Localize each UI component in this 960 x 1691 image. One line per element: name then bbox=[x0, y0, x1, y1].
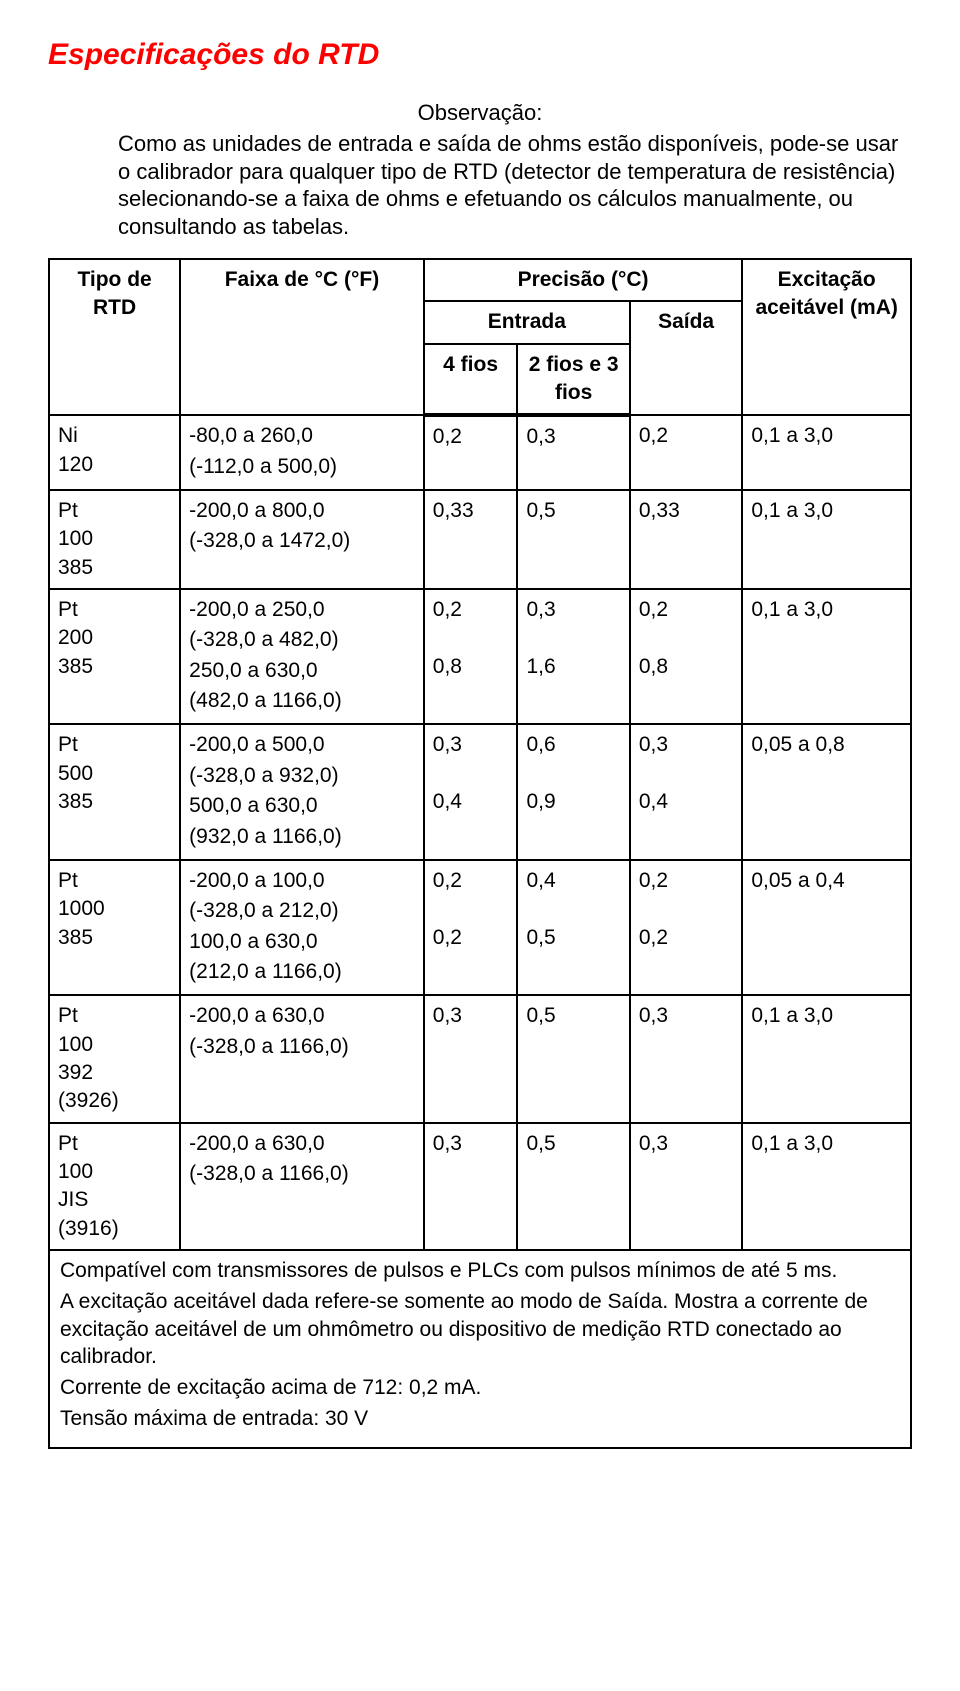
cell-saida: 0,2 0,8 bbox=[630, 589, 742, 724]
cell-fios4: 0,2 0,8 bbox=[424, 589, 518, 724]
header-faixa: Faixa de °C (°F) bbox=[180, 259, 424, 415]
cell-fios23: 0,3 bbox=[517, 415, 629, 490]
cell-fios23: 0,5 bbox=[517, 490, 629, 589]
cell-tipo: Pt100JIS(3916) bbox=[49, 1123, 180, 1250]
header-tipo: Tipo de RTD bbox=[49, 259, 180, 415]
cell-excitacao: 0,1 a 3,0 bbox=[742, 490, 911, 589]
table-row: Pt100385-200,0 a 800,0(-328,0 a 1472,0)0… bbox=[49, 490, 911, 589]
cell-fios4: 0,2 bbox=[424, 415, 518, 490]
cell-fios23: 0,6 0,9 bbox=[517, 724, 629, 859]
table-header: Tipo de RTD Faixa de °C (°F) Precisão (°… bbox=[49, 259, 911, 415]
header-saida: Saída bbox=[630, 301, 742, 415]
cell-faixa: -200,0 a 800,0(-328,0 a 1472,0) bbox=[180, 490, 424, 589]
cell-fios4: 0,3 bbox=[424, 995, 518, 1122]
header-precisao: Precisão (°C) bbox=[424, 259, 743, 301]
cell-tipo: Pt500385 bbox=[49, 724, 180, 859]
cell-tipo: Pt200385 bbox=[49, 589, 180, 724]
cell-excitacao: 0,05 a 0,8 bbox=[742, 724, 911, 859]
cell-faixa: -80,0 a 260,0(-112,0 a 500,0) bbox=[180, 415, 424, 490]
section-title: Especificações do RTD bbox=[48, 38, 912, 72]
cell-excitacao: 0,1 a 3,0 bbox=[742, 1123, 911, 1250]
cell-fios4: 0,3 bbox=[424, 1123, 518, 1250]
cell-tipo: Pt100385 bbox=[49, 490, 180, 589]
note-line: A excitação aceitável dada refere-se som… bbox=[60, 1288, 900, 1370]
cell-fios4: 0,3 0,4 bbox=[424, 724, 518, 859]
table-row: Ni120-80,0 a 260,0(-112,0 a 500,0)0,20,3… bbox=[49, 415, 911, 490]
cell-saida: 0,33 bbox=[630, 490, 742, 589]
cell-fios23: 0,5 bbox=[517, 1123, 629, 1250]
cell-saida: 0,2 bbox=[630, 415, 742, 490]
table-row: Pt500385-200,0 a 500,0(-328,0 a 932,0)50… bbox=[49, 724, 911, 859]
cell-excitacao: 0,1 a 3,0 bbox=[742, 415, 911, 490]
table-row: Pt100JIS(3916)-200,0 a 630,0(-328,0 a 11… bbox=[49, 1123, 911, 1250]
header-4fios: 4 fios bbox=[424, 344, 518, 416]
cell-saida: 0,3 bbox=[630, 1123, 742, 1250]
rtd-spec-table: Tipo de RTD Faixa de °C (°F) Precisão (°… bbox=[48, 258, 912, 1251]
note-line: Tensão máxima de entrada: 30 V bbox=[60, 1405, 900, 1432]
note-line: Compatível com transmissores de pulsos e… bbox=[60, 1257, 900, 1284]
cell-saida: 0,2 0,2 bbox=[630, 860, 742, 995]
cell-tipo: Pt1000385 bbox=[49, 860, 180, 995]
header-entrada: Entrada bbox=[424, 301, 630, 343]
intro-text: Como as unidades de entrada e saída de o… bbox=[118, 130, 912, 240]
header-23fios: 2 fios e 3 fios bbox=[517, 344, 629, 416]
observation-label: Observação: bbox=[48, 100, 912, 126]
note-line: Corrente de excitação acima de 712: 0,2 … bbox=[60, 1374, 900, 1401]
cell-saida: 0,3 0,4 bbox=[630, 724, 742, 859]
header-excitacao: Excitação aceitável (mA) bbox=[742, 259, 911, 415]
cell-fios23: 0,3 1,6 bbox=[517, 589, 629, 724]
cell-fios4: 0,33 bbox=[424, 490, 518, 589]
cell-faixa: -200,0 a 250,0(-328,0 a 482,0)250,0 a 63… bbox=[180, 589, 424, 724]
table-notes: Compatível com transmissores de pulsos e… bbox=[48, 1251, 912, 1449]
cell-fios23: 0,4 0,5 bbox=[517, 860, 629, 995]
cell-excitacao: 0,1 a 3,0 bbox=[742, 995, 911, 1122]
cell-tipo: Ni120 bbox=[49, 415, 180, 490]
cell-excitacao: 0,05 a 0,4 bbox=[742, 860, 911, 995]
table-row: Pt100392(3926)-200,0 a 630,0(-328,0 a 11… bbox=[49, 995, 911, 1122]
cell-faixa: -200,0 a 630,0(-328,0 a 1166,0) bbox=[180, 995, 424, 1122]
cell-tipo: Pt100392(3926) bbox=[49, 995, 180, 1122]
table-body: Ni120-80,0 a 260,0(-112,0 a 500,0)0,20,3… bbox=[49, 415, 911, 1250]
table-row: Pt1000385-200,0 a 100,0(-328,0 a 212,0)1… bbox=[49, 860, 911, 995]
table-row: Pt200385-200,0 a 250,0(-328,0 a 482,0)25… bbox=[49, 589, 911, 724]
cell-excitacao: 0,1 a 3,0 bbox=[742, 589, 911, 724]
cell-fios23: 0,5 bbox=[517, 995, 629, 1122]
cell-faixa: -200,0 a 630,0(-328,0 a 1166,0) bbox=[180, 1123, 424, 1250]
cell-fios4: 0,2 0,2 bbox=[424, 860, 518, 995]
cell-faixa: -200,0 a 500,0(-328,0 a 932,0)500,0 a 63… bbox=[180, 724, 424, 859]
cell-saida: 0,3 bbox=[630, 995, 742, 1122]
cell-faixa: -200,0 a 100,0(-328,0 a 212,0)100,0 a 63… bbox=[180, 860, 424, 995]
